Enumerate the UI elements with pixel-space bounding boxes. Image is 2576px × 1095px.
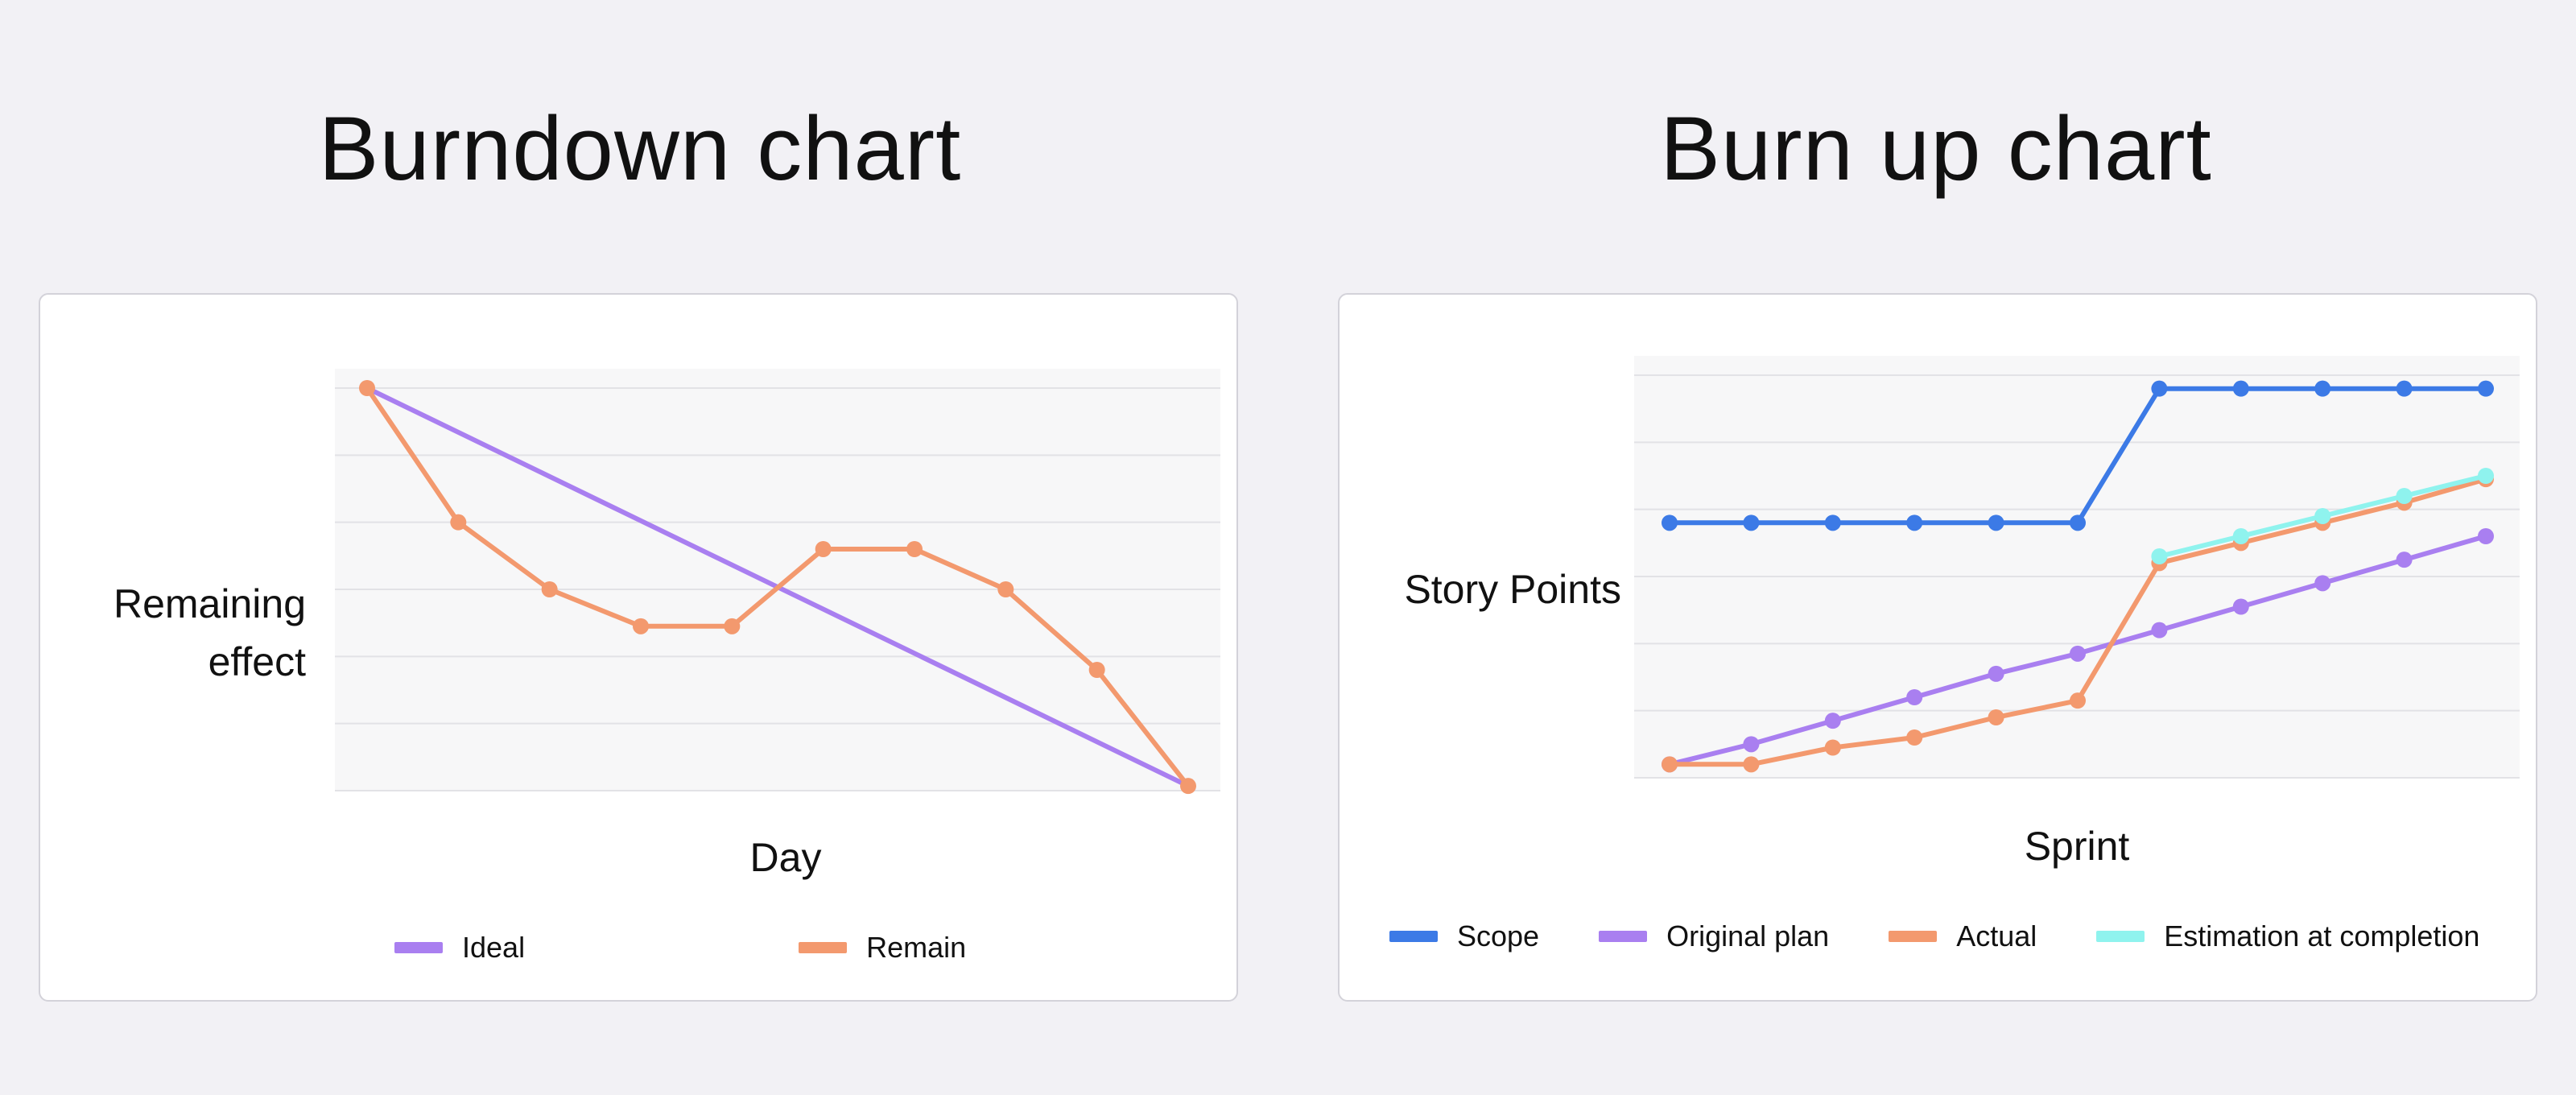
burnup-data-point-scope <box>2070 514 2086 531</box>
burnup-data-point-estimation-at-completion <box>2232 528 2249 544</box>
burnup-data-point-scope <box>2232 380 2249 397</box>
burnup-data-point-scope <box>1743 514 1760 531</box>
burndown-data-point-remain <box>359 380 375 396</box>
burnup-data-point-scope <box>2151 380 2168 397</box>
burnup-data-point-actual <box>1743 756 1760 773</box>
burndown-series-line-remain <box>365 386 1191 789</box>
burnup-data-point-scope <box>2396 380 2413 397</box>
burnup-legend-label: Actual <box>1956 919 2037 952</box>
burnup-data-point-original-plan <box>2396 552 2413 568</box>
burnup-legend-item: Original plan <box>1599 919 1829 953</box>
burndown-chart-title: Burndown chart <box>318 98 962 199</box>
burnup-data-point-estimation-at-completion <box>2151 548 2168 564</box>
burnup-y-axis-label: Story Points <box>1404 567 1621 612</box>
burndown-data-point-remain <box>1088 662 1105 678</box>
burnup-data-point-scope <box>1824 514 1841 531</box>
burndown-data-point-remain <box>1180 778 1196 795</box>
burnup-data-point-actual <box>1662 756 1678 773</box>
burndown-legend-item: Ideal <box>394 931 525 965</box>
burnup-data-point-original-plan <box>2478 528 2494 544</box>
burnup-legend-label: Original plan <box>1666 919 1830 952</box>
burndown-data-point-remain <box>450 514 467 531</box>
burnup-data-point-scope <box>1988 514 2004 531</box>
burnup-data-point-original-plan <box>2070 645 2086 662</box>
burndown-data-point-remain <box>997 581 1014 597</box>
burnup-data-point-actual <box>2070 692 2086 709</box>
burndown-legend: Ideal Remain <box>394 931 966 965</box>
burnup-legend-item: Scope <box>1389 919 1539 953</box>
burndown-legend-swatch <box>799 942 848 953</box>
burnup-legend-item: Estimation at completion <box>2096 919 2479 953</box>
burnup-data-point-original-plan <box>2151 622 2168 638</box>
burndown-plot-area <box>335 369 1220 791</box>
burnup-data-point-original-plan <box>1743 736 1760 753</box>
burndown-data-point-remain <box>906 541 923 557</box>
burnup-legend: Scope Original plan Actual Estimation at co… <box>1389 919 2479 953</box>
burnup-data-point-scope <box>1662 514 1678 531</box>
burnup-data-point-scope <box>2314 380 2331 397</box>
burnup-legend-swatch <box>2096 931 2145 942</box>
burndown-legend-item: Remain <box>799 931 966 965</box>
burnup-chart-plot <box>1634 356 2520 779</box>
burnup-data-point-original-plan <box>2232 598 2249 615</box>
burnup-data-point-estimation-at-completion <box>2314 508 2331 524</box>
burnup-data-point-original-plan <box>1988 665 2004 682</box>
burndown-data-point-remain <box>815 541 832 557</box>
burnup-data-point-original-plan <box>1906 689 1923 705</box>
burndown-chart-card: Remaining effect Day Ideal Remain <box>39 293 1238 1002</box>
burndown-legend-swatch <box>394 942 443 953</box>
burndown-chart-plot <box>335 369 1220 795</box>
burnup-data-point-original-plan <box>2314 575 2331 592</box>
burndown-x-axis-label: Day <box>749 835 822 880</box>
burndown-data-point-remain <box>633 618 649 634</box>
burnup-data-point-estimation-at-completion <box>2396 488 2413 504</box>
burnup-data-point-actual <box>1988 709 2004 725</box>
burnup-data-point-actual <box>1906 729 1923 746</box>
burnup-legend-swatch <box>1389 931 1438 942</box>
burnup-chart-title: Burn up chart <box>1660 98 2212 199</box>
burnup-data-point-scope <box>2478 380 2494 397</box>
burndown-data-point-remain <box>724 618 741 634</box>
burnup-data-point-actual <box>1824 739 1841 756</box>
burnup-legend-label: Scope <box>1457 919 1540 952</box>
burndown-y-axis-label: Remaining effect <box>113 581 306 684</box>
burnup-chart-card: Story Points Sprint Scope Original plan Ac… <box>1338 293 2537 1002</box>
burnup-x-axis-label: Sprint <box>2024 824 2130 869</box>
burnup-data-point-estimation-at-completion <box>2478 468 2494 484</box>
burnup-legend-swatch <box>1889 931 1938 942</box>
burnup-legend-swatch <box>1599 931 1648 942</box>
burnup-legend-label: Estimation at completion <box>2164 919 2480 952</box>
burnup-legend-item: Actual <box>1889 919 2037 953</box>
burndown-legend-label: Remain <box>866 931 967 964</box>
burndown-data-point-remain <box>541 581 558 597</box>
burndown-legend-label: Ideal <box>462 931 526 964</box>
burnup-data-point-scope <box>1906 514 1923 531</box>
burnup-data-point-original-plan <box>1824 713 1841 729</box>
